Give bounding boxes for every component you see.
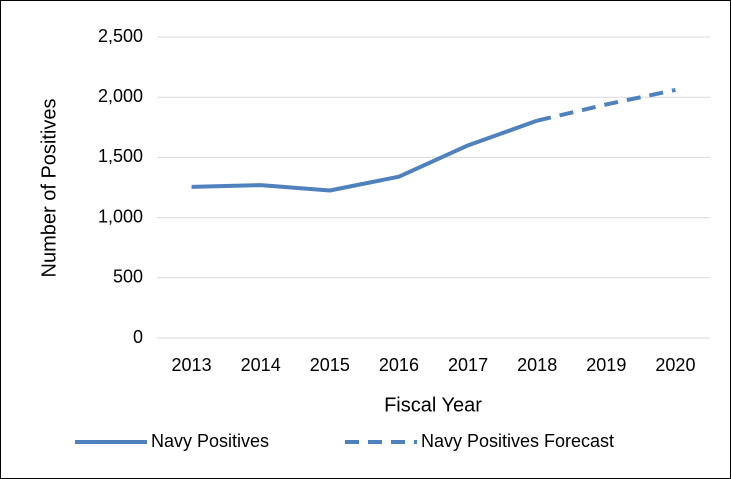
y-tick-label: 500 xyxy=(113,267,143,287)
x-tick-label: 2015 xyxy=(310,355,350,375)
y-tick-label: 1,000 xyxy=(98,206,143,226)
y-tick-label: 1,500 xyxy=(98,146,143,166)
x-tick-label: 2019 xyxy=(586,355,626,375)
y-tick-label: 0 xyxy=(133,327,143,347)
x-axis-title: Fiscal Year xyxy=(384,394,482,416)
x-tick-label: 2016 xyxy=(379,355,419,375)
x-tick-label: 2014 xyxy=(241,355,281,375)
x-tick-label: 2018 xyxy=(517,355,557,375)
x-tick-label: 2017 xyxy=(448,355,488,375)
series-line xyxy=(191,118,538,193)
y-tick-label: 2,500 xyxy=(98,26,143,46)
x-tick-label: 2020 xyxy=(655,355,695,375)
y-axis-title: Number of Positives xyxy=(38,99,60,278)
y-tick-label: 2,000 xyxy=(98,86,143,106)
series-line xyxy=(536,88,676,123)
legend-label: Navy Positives Forecast xyxy=(421,431,614,451)
legend-label: Navy Positives xyxy=(151,431,269,451)
x-tick-label: 2013 xyxy=(172,355,212,375)
